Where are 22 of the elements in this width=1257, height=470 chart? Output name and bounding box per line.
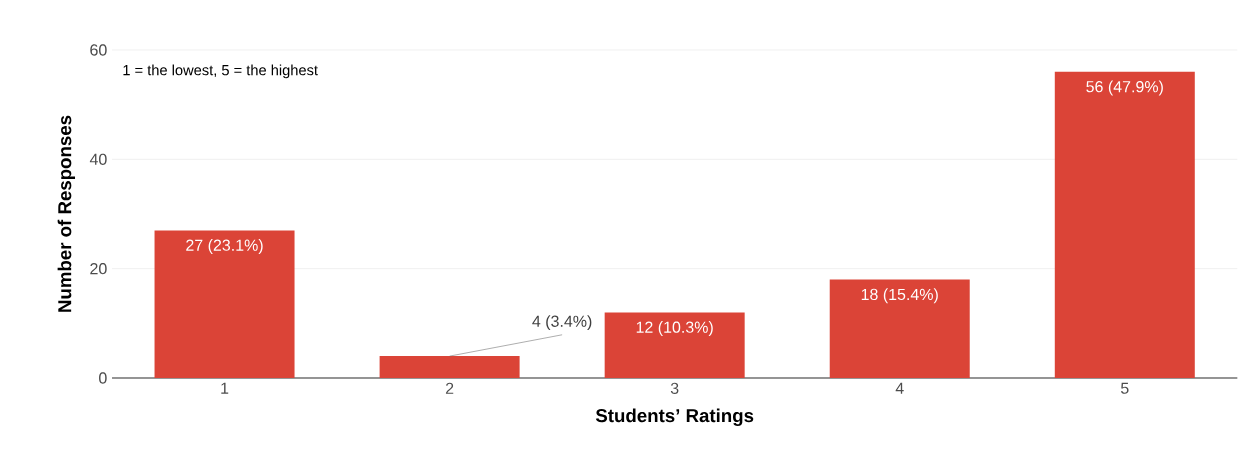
x-tick-label: 5 [1120,382,1129,394]
x-axis-title: Students’ Ratings [595,408,754,426]
y-tick-label: 60 [90,44,107,56]
bar [154,230,295,378]
x-tick-label: 1 [221,382,229,394]
data-label: 27 (23.1%) [186,239,263,254]
x-tick-label: 4 [895,382,904,394]
data-label: 18 (15.4%) [861,288,938,304]
data-label: 56 (47.9%) [1086,80,1163,96]
data-label: 4 (3.4%) [532,315,592,331]
annotation: 1 = the lowest, 5 = the highest [123,64,318,79]
x-tick-label: 2 [445,382,454,394]
bar [379,356,520,378]
bar [829,279,970,378]
bar [1054,71,1195,378]
bar [604,312,745,378]
x-tick-label: 3 [670,382,679,395]
y-tick-label: 0 [99,372,107,384]
y-tick-label: 20 [90,263,107,275]
y-tick-label: 40 [89,153,107,165]
data-label: 12 (10.3%) [636,321,713,336]
y-axis-title: Number of Responses [57,115,76,312]
